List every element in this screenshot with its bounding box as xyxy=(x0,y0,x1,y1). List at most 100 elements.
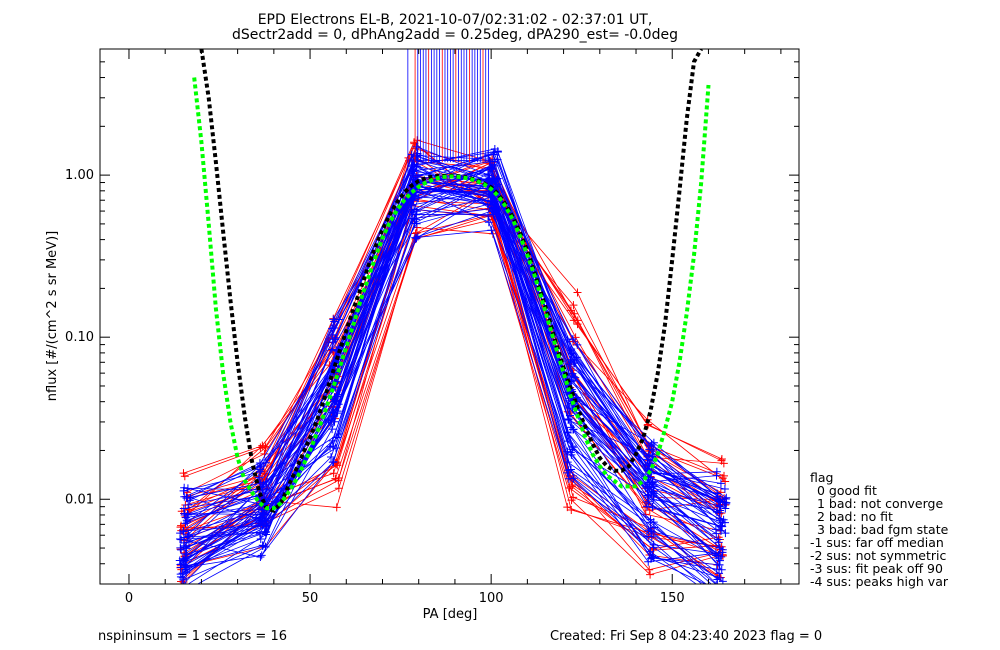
data-point-plus xyxy=(567,496,576,505)
data-point-plus xyxy=(649,489,658,498)
data-point-plus xyxy=(178,554,187,563)
data-point-plus xyxy=(256,443,265,452)
data-point-plus xyxy=(176,570,185,579)
data-point-plus xyxy=(179,469,188,478)
data-point-plus xyxy=(180,472,189,481)
data-point-plus xyxy=(327,453,336,462)
data-point-plus xyxy=(484,211,493,220)
data-point-plus xyxy=(717,597,725,605)
data-point-plus xyxy=(647,553,656,562)
data-point-plus xyxy=(570,309,579,318)
data-point-plus xyxy=(718,577,727,584)
data-point-plus xyxy=(564,466,573,475)
data-point-plus xyxy=(563,458,572,467)
data-point-plus xyxy=(712,584,720,592)
data-point-plus xyxy=(718,498,727,507)
spectrum-line-blue xyxy=(182,166,720,584)
data-point-plus xyxy=(568,445,577,454)
spectrum-line-blue xyxy=(185,190,707,584)
legend-title: flag xyxy=(810,470,833,485)
spectrum-line-red xyxy=(185,161,720,535)
data-point-plus xyxy=(488,178,497,187)
spectrum-line-blue xyxy=(186,164,723,521)
data-point-plus xyxy=(182,568,191,577)
x-tick-label: 150 xyxy=(660,591,685,606)
data-point-plus xyxy=(181,581,183,584)
data-point-plus xyxy=(487,200,496,209)
data-point-plus xyxy=(712,565,721,574)
data-point-plus xyxy=(712,580,721,584)
data-point-plus xyxy=(565,484,574,493)
data-point-plus xyxy=(334,484,343,493)
data-point-plus xyxy=(718,474,727,483)
data-point-plus xyxy=(647,532,656,541)
spectrum-line-blue xyxy=(188,155,722,532)
data-point-plus xyxy=(177,545,186,554)
data-point-plus xyxy=(256,535,265,544)
y-tick-label: 1.00 xyxy=(65,168,94,183)
footer-left: nspininsum = 1 sectors = 16 xyxy=(98,629,287,644)
data-point-plus xyxy=(180,483,189,492)
spectrum-line-blue xyxy=(187,196,718,499)
data-point-plus xyxy=(720,485,729,494)
data-point-plus xyxy=(183,494,192,503)
data-point-plus xyxy=(330,317,339,326)
data-point-plus xyxy=(572,353,581,362)
data-point-plus xyxy=(563,402,572,411)
data-point-plus xyxy=(712,529,721,538)
data-point-plus xyxy=(184,538,193,547)
spectrum-line-blue xyxy=(179,182,723,563)
data-point-plus xyxy=(718,522,727,531)
spectrum-line-blue xyxy=(184,159,720,563)
data-point-plus xyxy=(714,588,722,596)
data-point-plus xyxy=(646,570,655,579)
data-point-plus xyxy=(334,474,343,483)
data-point-plus xyxy=(409,156,418,165)
data-point-plus xyxy=(568,335,577,344)
spectrum-line-blue xyxy=(185,186,717,570)
data-point-plus xyxy=(644,451,653,460)
legend-item: -3 sus: fit peak off 90 xyxy=(810,561,943,576)
data-point-plus xyxy=(184,500,193,509)
data-point-plus xyxy=(643,491,652,500)
data-point-plus xyxy=(648,450,657,459)
data-point-plus xyxy=(644,477,653,486)
data-point-plus xyxy=(328,425,337,434)
data-point-plus xyxy=(714,535,723,544)
data-point-plus xyxy=(644,557,653,566)
data-point-plus xyxy=(179,575,188,584)
data-point-plus xyxy=(649,540,658,549)
data-point-plus xyxy=(179,486,188,495)
plot-frame xyxy=(99,48,800,585)
data-point-plus xyxy=(184,530,193,539)
flag-legend: flag 0 good fit 1 bad: not converge 2 ba… xyxy=(810,470,949,589)
fit-curve-green xyxy=(192,77,711,511)
spectrum-line-blue xyxy=(186,151,726,549)
chart-title-line1: EPD Electrons EL-B, 2021-10-07/02:31:02 … xyxy=(258,12,653,28)
data-point-plus xyxy=(563,503,572,512)
data-point-plus xyxy=(716,516,725,525)
data-point-plus xyxy=(715,508,724,517)
data-point-plus xyxy=(493,147,502,156)
spectrum-line-blue xyxy=(185,187,719,574)
data-point-plus xyxy=(573,288,582,297)
spectrum-line-blue xyxy=(179,181,717,534)
data-point-plus xyxy=(256,553,265,562)
y-tick-label: 0.10 xyxy=(65,330,94,345)
data-point-plus xyxy=(714,554,723,563)
spectrum-line-red xyxy=(185,179,721,518)
data-point-plus xyxy=(486,192,495,201)
legend-item: 2 bad: no fit xyxy=(817,509,893,524)
x-tick-label: 50 xyxy=(302,591,319,606)
data-point-plus xyxy=(333,407,342,416)
data-point-plus xyxy=(718,545,727,554)
data-point-plus xyxy=(326,442,335,451)
y-tick-label: 0.01 xyxy=(65,492,94,507)
data-point-plus xyxy=(573,316,582,325)
data-point-plus xyxy=(258,510,267,519)
data-point-plus xyxy=(646,526,655,535)
legend-item: 0 good fit xyxy=(817,483,877,498)
data-point-plus xyxy=(413,232,422,241)
data-point-plus xyxy=(255,459,264,468)
